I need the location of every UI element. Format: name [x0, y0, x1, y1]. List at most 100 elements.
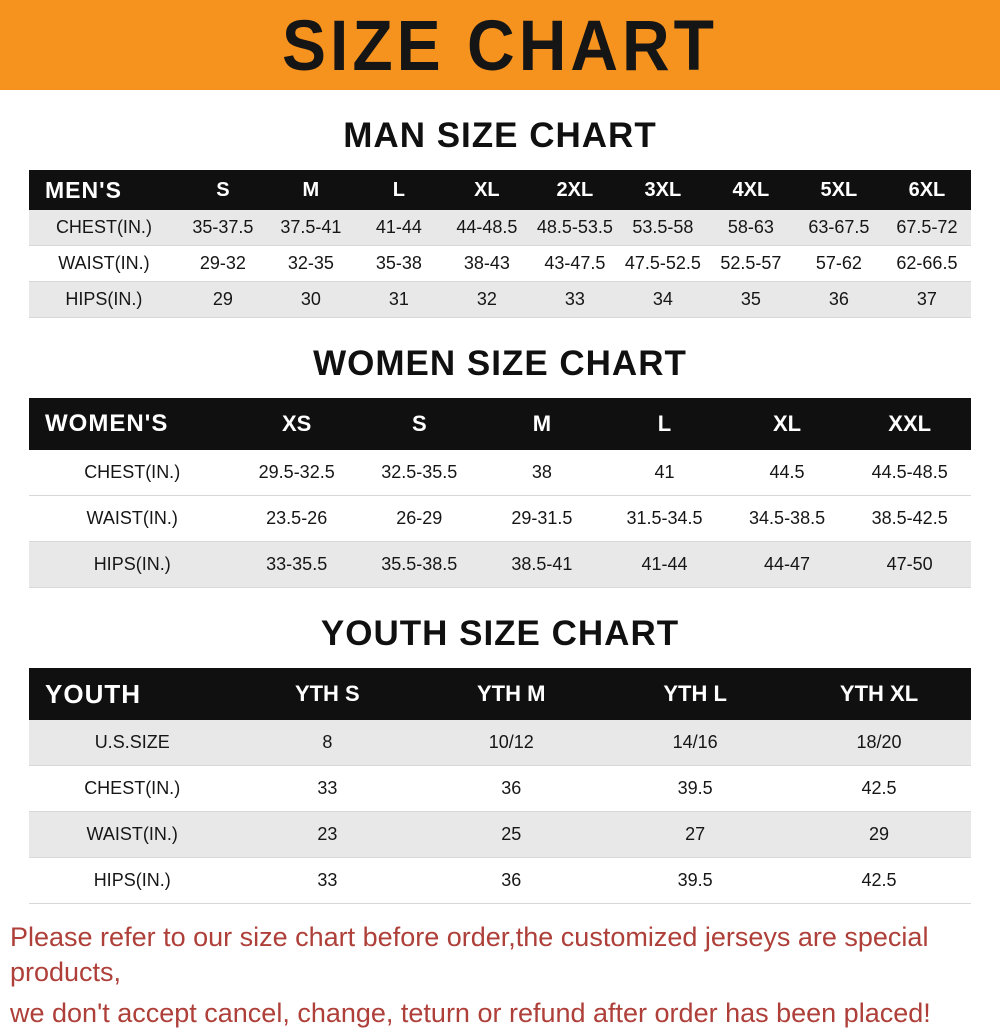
- womens-heading: WOMEN SIZE CHART: [313, 344, 687, 383]
- data-cell: 35.5-38.5: [357, 541, 481, 588]
- womens-table-row: CHEST(IN.) 29.5-32.5 32.5-35.5 38 41 44.5 44.5…: [29, 450, 971, 496]
- row-label: WAIST(IN.): [29, 245, 179, 282]
- data-cell: 37.5-41: [266, 210, 355, 246]
- data-cell: 8: [235, 720, 420, 766]
- data-cell: 62-66.5: [882, 245, 971, 282]
- data-cell: 26-29: [357, 495, 481, 542]
- womens-table-row: HIPS(IN.) 33-35.5 35.5-38.5 38.5-41 41-44 44-…: [29, 541, 971, 588]
- data-cell: 36: [419, 857, 604, 904]
- data-cell: 36: [419, 765, 604, 812]
- mens-header-cell: S: [178, 170, 267, 210]
- data-cell: 38: [480, 450, 604, 496]
- womens-header-label: WOMEN'S: [29, 398, 236, 450]
- data-cell: 29.5-32.5: [235, 450, 358, 496]
- data-cell: 43-47.5: [530, 245, 619, 282]
- youth-table-row: HIPS(IN.) 33 36 39.5 42.5: [29, 857, 971, 904]
- data-cell: 38.5-41: [480, 541, 604, 588]
- womens-header-cell: M: [480, 398, 604, 450]
- womens-table: WOMEN'S XS S M L XL XXL CHEST(IN.) 29.5-32.5 32.5…: [29, 398, 971, 588]
- mens-table: MEN'S S M L XL 2XL 3XL 4XL 5XL 6XL CHEST(IN.) 35-37…: [29, 170, 971, 318]
- data-cell: 33: [235, 765, 420, 812]
- data-cell: 29: [178, 281, 267, 318]
- data-cell: 32.5-35.5: [357, 450, 481, 496]
- data-cell: 52.5-57: [706, 245, 795, 282]
- youth-header-row: YOUTH YTH S YTH M YTH L YTH XL: [29, 668, 971, 720]
- womens-header-cell: L: [603, 398, 726, 450]
- data-cell: 32-35: [266, 245, 355, 282]
- mens-table-row: CHEST(IN.) 35-37.5 37.5-41 41-44 44-48.5 48.5…: [29, 210, 971, 246]
- mens-header-cell: 5XL: [794, 170, 883, 210]
- mens-section: MAN SIZE CHART MEN'S S M L XL 2XL 3XL 4XL 5XL 6XL C…: [0, 116, 1000, 318]
- data-cell: 33: [530, 281, 619, 318]
- data-cell: 53.5-58: [618, 210, 707, 246]
- row-label: WAIST(IN.): [29, 811, 236, 858]
- data-cell: 39.5: [603, 857, 788, 904]
- youth-header-label: YOUTH: [29, 668, 236, 720]
- womens-header-row: WOMEN'S XS S M L XL XXL: [29, 398, 971, 450]
- youth-table: YOUTH YTH S YTH M YTH L YTH XL U.S.SIZE 8 10/12…: [29, 668, 971, 904]
- data-cell: 36: [794, 281, 883, 318]
- mens-header-cell: M: [266, 170, 355, 210]
- data-cell: 38.5-42.5: [848, 495, 971, 542]
- mens-header-cell: 4XL: [706, 170, 795, 210]
- data-cell: 23.5-26: [235, 495, 358, 542]
- youth-table-row: CHEST(IN.) 33 36 39.5 42.5: [29, 765, 971, 812]
- data-cell: 44.5: [725, 450, 849, 496]
- data-cell: 29-32: [178, 245, 267, 282]
- row-label: HIPS(IN.): [29, 541, 236, 588]
- mens-heading: MAN SIZE CHART: [343, 116, 657, 155]
- data-cell: 29-31.5: [480, 495, 604, 542]
- data-cell: 35-37.5: [178, 210, 267, 246]
- mens-header-cell: L: [354, 170, 443, 210]
- data-cell: 34: [618, 281, 707, 318]
- data-cell: 42.5: [787, 765, 971, 812]
- data-cell: 44.5-48.5: [848, 450, 971, 496]
- notice-line-1: Please refer to our size chart before or…: [10, 922, 929, 988]
- data-cell: 30: [266, 281, 355, 318]
- mens-header-label: MEN'S: [29, 170, 179, 210]
- data-cell: 33: [235, 857, 420, 904]
- row-label: WAIST(IN.): [29, 495, 236, 542]
- youth-header-cell: YTH XL: [787, 668, 971, 720]
- chart-sections: MAN SIZE CHART MEN'S S M L XL 2XL 3XL 4XL 5XL 6XL C…: [0, 116, 1000, 904]
- womens-header-cell: XL: [725, 398, 849, 450]
- data-cell: 41-44: [354, 210, 443, 246]
- row-label: CHEST(IN.): [29, 210, 179, 246]
- banner-title: SIZE CHART: [282, 5, 718, 85]
- data-cell: 14/16: [603, 720, 788, 766]
- data-cell: 18/20: [787, 720, 971, 766]
- data-cell: 67.5-72: [882, 210, 971, 246]
- notice-line-2: we don't accept cancel, change, teturn o…: [10, 998, 931, 1029]
- data-cell: 25: [419, 811, 604, 858]
- data-cell: 47.5-52.5: [618, 245, 707, 282]
- womens-section: WOMEN SIZE CHART WOMEN'S XS S M L XL XXL CHEST(I…: [0, 344, 1000, 588]
- data-cell: 34.5-38.5: [725, 495, 849, 542]
- data-cell: 31: [354, 281, 443, 318]
- data-cell: 27: [603, 811, 788, 858]
- youth-header-cell: YTH S: [235, 668, 420, 720]
- mens-table-row: HIPS(IN.) 29 30 31 32 33 34 35 36 37: [29, 281, 971, 318]
- data-cell: 58-63: [706, 210, 795, 246]
- row-label: CHEST(IN.): [29, 765, 236, 812]
- data-cell: 63-67.5: [794, 210, 883, 246]
- data-cell: 44-47: [725, 541, 849, 588]
- data-cell: 38-43: [442, 245, 531, 282]
- row-label: U.S.SIZE: [29, 720, 236, 766]
- row-label: HIPS(IN.): [29, 857, 236, 904]
- data-cell: 35: [706, 281, 795, 318]
- mens-header-cell: 2XL: [530, 170, 619, 210]
- data-cell: 33-35.5: [235, 541, 358, 588]
- data-cell: 35-38: [354, 245, 443, 282]
- mens-header-cell: 3XL: [618, 170, 707, 210]
- mens-header-cell: 6XL: [882, 170, 971, 210]
- footer-notice: Please refer to our size chart before or…: [10, 920, 990, 1031]
- womens-table-row: WAIST(IN.) 23.5-26 26-29 29-31.5 31.5-34.5 34…: [29, 495, 971, 542]
- data-cell: 48.5-53.5: [530, 210, 619, 246]
- data-cell: 44-48.5: [442, 210, 531, 246]
- youth-heading: YOUTH SIZE CHART: [320, 614, 680, 653]
- womens-header-cell: S: [357, 398, 481, 450]
- data-cell: 37: [882, 281, 971, 318]
- data-cell: 47-50: [848, 541, 971, 588]
- row-label: CHEST(IN.): [29, 450, 236, 496]
